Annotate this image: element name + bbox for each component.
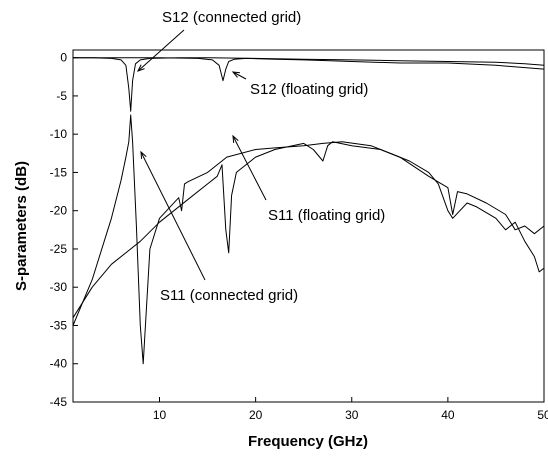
x-tick-label: 40 — [441, 408, 455, 422]
y-tick-label: -40 — [50, 357, 68, 371]
y-axis-title: S-parameters (dB) — [13, 161, 30, 291]
y-tick-label: -10 — [50, 127, 68, 141]
annotation-s11-connected: S11 (connected grid) — [160, 287, 298, 304]
arrow-s11-floating — [233, 136, 266, 200]
series-s11-floating-line — [73, 142, 544, 318]
x-tick-label: 20 — [249, 408, 263, 422]
annotation-s12-floating: S12 (floating grid) — [250, 81, 368, 98]
x-tick-label: 30 — [345, 408, 359, 422]
annotation-s12-connected: S12 (connected grid) — [162, 9, 301, 26]
axis-ticks: 10 20 30 40 50 0 -5 -10 -15 -20 -25 -30 -35 -40 -45 — [50, 51, 548, 422]
annotation-arrows — [138, 30, 266, 280]
x-axis-title: Frequency (GHz) — [248, 433, 368, 450]
y-tick-label: -20 — [50, 204, 68, 218]
y-tick-label: -5 — [56, 89, 67, 103]
y-tick-label: -25 — [50, 242, 68, 256]
y-tick-label: 0 — [60, 51, 67, 65]
y-tick-label: -15 — [50, 165, 68, 179]
x-tick-label: 50 — [537, 408, 548, 422]
y-tick-label: -30 — [50, 280, 68, 294]
series-s11-connected-line — [73, 115, 544, 364]
y-tick-label: -35 — [50, 318, 68, 332]
x-tick-label: 10 — [153, 408, 167, 422]
y-tick-label: -45 — [50, 395, 68, 409]
arrow-s11-connected — [141, 152, 205, 280]
annotation-s11-floating: S11 (floating grid) — [268, 207, 385, 224]
arrow-s12-floating — [233, 72, 246, 79]
